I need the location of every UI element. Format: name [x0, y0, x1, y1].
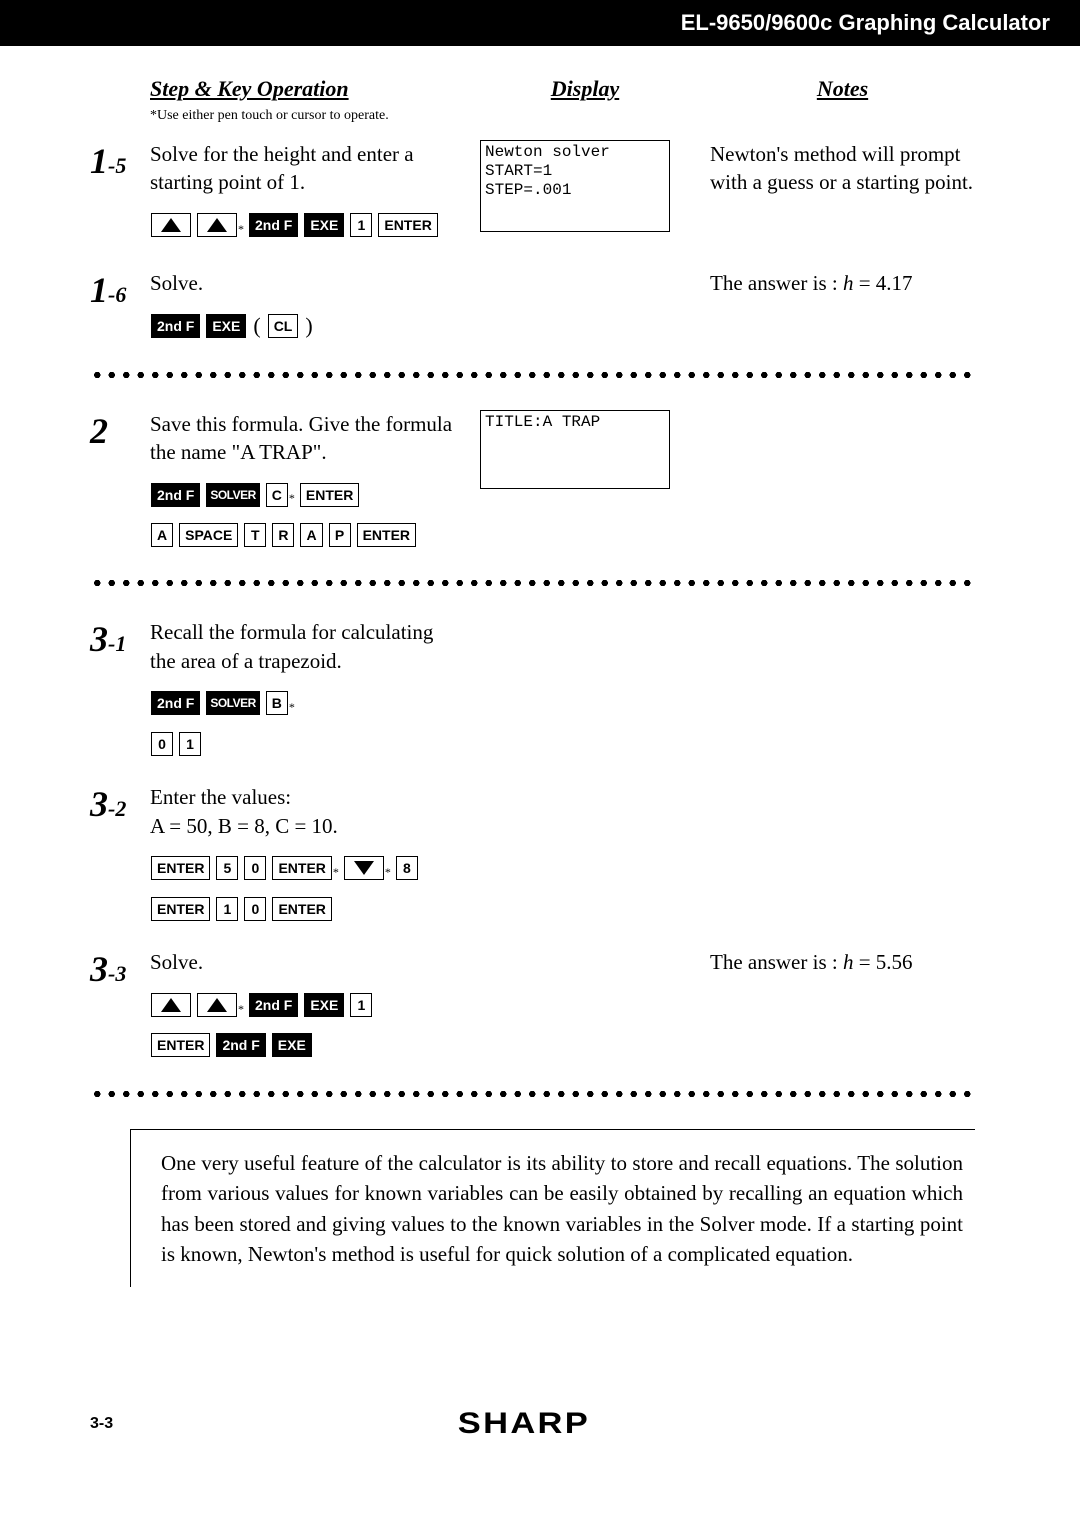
- step-2: 2 Save this formula. Give the formula th…: [90, 410, 975, 553]
- step-note: Newton's method will prompt with a guess…: [710, 140, 975, 197]
- step-1-5: 1-5 Solve for the height and enter a sta…: [90, 140, 975, 247]
- arrow-up-key: [151, 213, 191, 237]
- step-operation-text: Save this formula. Give the formula the …: [150, 410, 460, 467]
- key-p: P: [329, 523, 351, 547]
- key-2ndf: 2nd F: [249, 993, 298, 1017]
- paren: (: [251, 313, 262, 338]
- step-note: The answer is : h = 4.17: [710, 269, 975, 297]
- main-content: Step & Key Operation Display Notes *Use …: [0, 46, 1080, 1307]
- key-8: 8: [396, 856, 418, 880]
- key-enter: ENTER: [151, 856, 210, 880]
- step-number: 1-6: [90, 289, 126, 306]
- step-operation-text: Solve.: [150, 269, 460, 297]
- step-operation-text: Solve.: [150, 948, 460, 976]
- key-b: B: [266, 691, 288, 715]
- key-cl: CL: [268, 314, 299, 338]
- key-2ndf: 2nd F: [151, 483, 200, 507]
- col-header-display: Display: [480, 76, 690, 102]
- key-sequence: 0 1: [150, 725, 460, 761]
- step-number: 3-2: [90, 803, 126, 820]
- step-note: The answer is : h = 5.56: [710, 948, 975, 976]
- key-sequence: 2nd F SOLVER B*: [150, 685, 460, 725]
- summary-box: One very useful feature of the calculato…: [130, 1129, 975, 1288]
- step-3-1: 3-1 Recall the formula for calculating t…: [90, 618, 975, 761]
- key-0: 0: [151, 732, 173, 756]
- arrow-up-key: [197, 993, 237, 1017]
- key-enter: ENTER: [357, 523, 416, 547]
- step-number: 1-5: [90, 160, 126, 177]
- key-sequence: ENTER 5 0 ENTER* * 8: [150, 850, 460, 890]
- step-number: 3-3: [90, 968, 126, 985]
- key-enter: ENTER: [378, 213, 437, 237]
- arrow-up-key: [197, 213, 237, 237]
- key-sequence: ENTER 1 0 ENTER: [150, 890, 460, 926]
- col-header-notes: Notes: [710, 76, 975, 102]
- key-sequence: * 2nd F EXE 1 ENTER: [150, 207, 460, 247]
- step-3-2: 3-2 Enter the values: A = 50, B = 8, C =…: [90, 783, 975, 926]
- step-number: 3-1: [90, 638, 126, 655]
- key-2ndf: 2nd F: [249, 213, 298, 237]
- step-3-3: 3-3 Solve. * 2nd F EXE 1 ENTER 2nd F EXE…: [90, 948, 975, 1063]
- key-1: 1: [216, 897, 238, 921]
- header-title: EL-9650/9600c Graphing Calculator: [681, 10, 1050, 35]
- key-0: 0: [244, 856, 266, 880]
- key-sequence: A SPACE T R A P ENTER: [150, 516, 460, 552]
- key-sequence: * 2nd F EXE 1: [150, 987, 460, 1027]
- display-screen: TITLE:A TRAP: [480, 410, 670, 489]
- step-1-6: 1-6 Solve. 2nd F EXE ( CL ) The answer i…: [90, 269, 975, 344]
- key-solver: SOLVER: [206, 483, 259, 507]
- key-sequence: 2nd F EXE ( CL ): [150, 307, 460, 343]
- divider-dots: [90, 1089, 975, 1099]
- col-header-operation: Step & Key Operation: [150, 76, 460, 102]
- key-r: R: [272, 523, 294, 547]
- key-a: A: [151, 523, 173, 547]
- key-enter: ENTER: [151, 897, 210, 921]
- arrow-up-key: [151, 993, 191, 1017]
- key-solver: SOLVER: [206, 691, 259, 715]
- key-exe: EXE: [304, 213, 344, 237]
- key-2ndf: 2nd F: [151, 314, 200, 338]
- key-1: 1: [179, 732, 201, 756]
- key-1: 1: [350, 993, 372, 1017]
- operation-subnote: *Use either pen touch or cursor to opera…: [150, 108, 975, 124]
- step-operation-text: Enter the values:: [150, 783, 460, 811]
- key-enter: ENTER: [151, 1033, 210, 1057]
- step-operation-text: A = 50, B = 8, C = 10.: [150, 812, 460, 840]
- key-t: T: [244, 523, 266, 547]
- display-screen: Newton solver START=1 STEP=.001: [480, 140, 670, 232]
- key-enter: ENTER: [300, 483, 359, 507]
- key-exe: EXE: [206, 314, 246, 338]
- column-headers: Step & Key Operation Display Notes: [90, 76, 975, 102]
- key-sequence: ENTER 2nd F EXE: [150, 1027, 460, 1063]
- key-1: 1: [350, 213, 372, 237]
- key-5: 5: [216, 856, 238, 880]
- key-a: A: [300, 523, 322, 547]
- key-enter: ENTER: [272, 856, 331, 880]
- footer: 3-3 SHARP: [0, 1407, 1080, 1481]
- key-c: C: [266, 483, 288, 507]
- paren: ): [303, 313, 314, 338]
- key-space: SPACE: [179, 523, 238, 547]
- key-exe: EXE: [272, 1033, 312, 1057]
- step-number: 2: [90, 430, 108, 447]
- divider-dots: [90, 578, 975, 588]
- key-exe: EXE: [304, 993, 344, 1017]
- arrow-down-key: [344, 856, 384, 880]
- step-operation-text: Solve for the height and enter a startin…: [150, 140, 460, 197]
- header-bar: EL-9650/9600c Graphing Calculator: [0, 0, 1080, 46]
- brand-logo: SHARP: [51, 1407, 996, 1441]
- key-sequence: 2nd F SOLVER C* ENTER: [150, 476, 460, 516]
- divider-dots: [90, 370, 975, 380]
- step-operation-text: Recall the formula for calculating the a…: [150, 618, 460, 675]
- key-2ndf: 2nd F: [216, 1033, 265, 1057]
- key-0: 0: [244, 897, 266, 921]
- key-enter: ENTER: [272, 897, 331, 921]
- key-2ndf: 2nd F: [151, 691, 200, 715]
